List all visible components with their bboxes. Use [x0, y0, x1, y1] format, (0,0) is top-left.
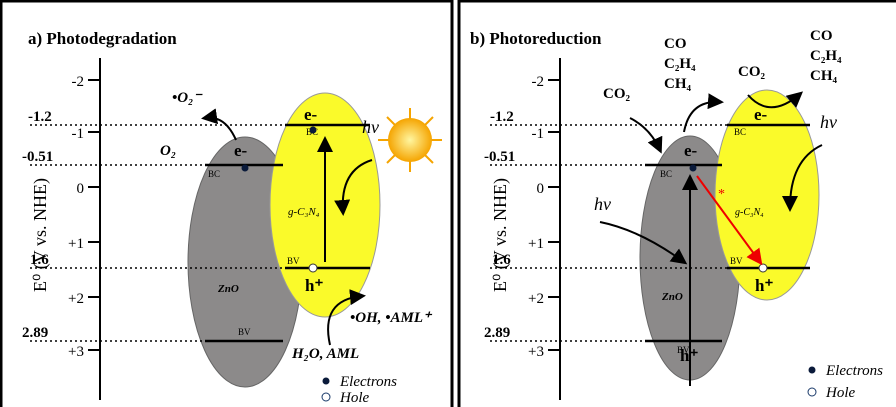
species-label: H₂O, AML [291, 346, 359, 362]
legend-label: Hole [339, 390, 370, 406]
y-axis-label: E⁰ (V vs. NHE) [30, 178, 51, 292]
level-label: -1.2 [490, 109, 514, 125]
legend-hole [322, 393, 330, 401]
figure: a) Photodegradation E⁰ (V vs. NHE) -2 -1… [0, 0, 896, 407]
species-label: C₂H₄ [664, 56, 696, 72]
legend-label: Hole [825, 385, 856, 401]
level-label: 1.6 [492, 252, 511, 268]
ticks [88, 80, 100, 350]
transfer-mark: * [718, 187, 725, 202]
level-label: -1.2 [28, 109, 52, 125]
y-axis-label: E⁰ (V vs. NHE) [490, 178, 511, 292]
reaction-arrow [684, 102, 720, 132]
carrier-label: h⁺ [755, 276, 773, 295]
species-label: CO₂ [603, 86, 631, 102]
species-label: •OH, •AML⁺ [350, 310, 433, 326]
panel-title: b) Photoreduction [470, 29, 602, 48]
legend-label: Electrons [825, 363, 883, 379]
species-label: CO₂ [738, 64, 766, 80]
material-label: ZnO [217, 283, 239, 295]
band-label: BV [238, 327, 251, 337]
band-label: BC [208, 169, 220, 179]
tick-label: +2 [528, 291, 544, 307]
light-label: hv [594, 194, 611, 214]
carrier-label: h⁺ [305, 276, 323, 295]
panel-a: a) Photodegradation E⁰ (V vs. NHE) -2 -1… [1, 1, 452, 407]
level-label: 2.89 [22, 325, 48, 341]
level-label: -0.51 [22, 149, 53, 165]
species-label: •O₂⁻ [172, 90, 203, 106]
material-label: ZnO [661, 291, 683, 303]
level-label: 2.89 [484, 325, 510, 341]
reaction-arrow [205, 118, 236, 140]
tick-label: +1 [528, 236, 544, 252]
tick-label: +3 [68, 344, 84, 360]
electron [310, 127, 317, 134]
tick-label: -2 [72, 74, 85, 90]
electron [242, 165, 249, 172]
hole [759, 264, 767, 272]
tick-label: -1 [72, 126, 85, 142]
light-label: hv [820, 112, 837, 132]
sun [378, 108, 442, 172]
level-label: -0.51 [484, 149, 515, 165]
tick-label: +3 [528, 344, 544, 360]
tick-label: +1 [68, 236, 84, 252]
band-label: BV [730, 256, 743, 266]
tick-label: -1 [532, 126, 545, 142]
panel-title: a) Photodegradation [28, 29, 177, 48]
material-label: g-C₃N₄ [735, 207, 764, 218]
legend-label: Electrons [339, 374, 397, 390]
species-label: C₂H₄ [810, 48, 842, 64]
species-label: CO [810, 28, 833, 44]
ticks [548, 80, 560, 350]
species-label: O₂ [160, 143, 176, 159]
electron [690, 165, 697, 172]
legend-electron [323, 378, 330, 385]
band-label: BC [734, 127, 746, 137]
hole [309, 264, 317, 272]
tick-label: 0 [77, 181, 85, 197]
tick-label: +2 [68, 291, 84, 307]
tick-label: 0 [537, 181, 545, 197]
reaction-arrow [630, 118, 660, 150]
carrier-label: e- [234, 141, 248, 160]
tick-label: -2 [532, 74, 545, 90]
legend-hole [808, 388, 816, 396]
carrier-label: e- [754, 105, 768, 124]
species-label: CH₄ [810, 68, 838, 84]
carrier-label: e- [684, 141, 698, 160]
species-label: CH₄ [664, 76, 692, 92]
legend-electron [809, 367, 816, 374]
material-label: g-C₃N₄ [288, 206, 320, 218]
band-label: BC [660, 169, 672, 179]
species-label: CO [664, 36, 687, 52]
band-label: BV [287, 256, 300, 266]
level-label: 1.6 [30, 252, 49, 268]
panel-b: b) Photoreduction E⁰ (V vs. NHE) -2 -1 0… [459, 1, 896, 407]
carrier-label: e- [304, 105, 318, 124]
light-label: hv [362, 117, 379, 137]
